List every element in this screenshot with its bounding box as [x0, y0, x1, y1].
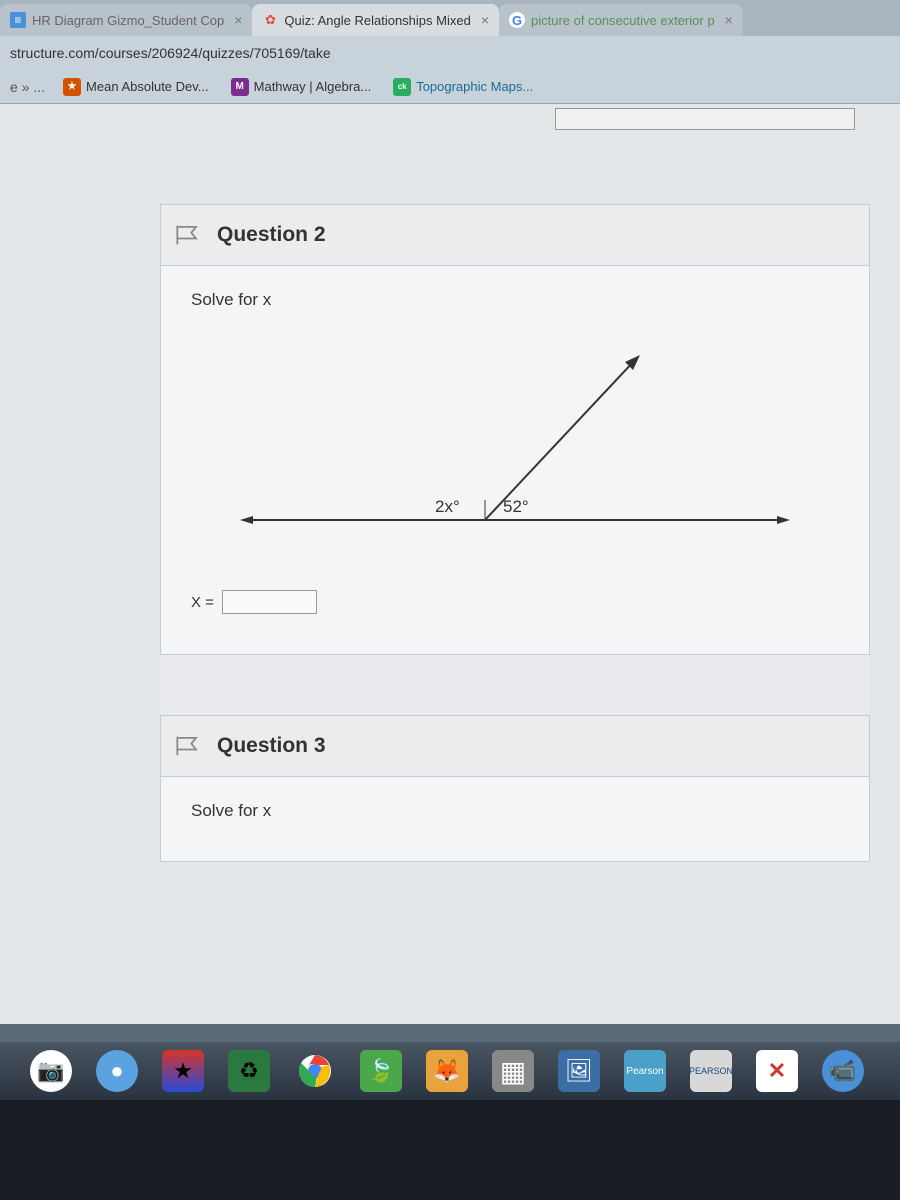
- question-header: Question 3: [161, 716, 869, 777]
- bookmark-prefix: e » ...: [10, 79, 45, 95]
- address-bar[interactable]: structure.com/courses/206924/quizzes/705…: [0, 36, 900, 70]
- star-icon[interactable]: ★: [162, 1050, 204, 1092]
- question-block: Question 3 Solve for x: [160, 715, 870, 862]
- browser-tab-active[interactable]: ✿ Quiz: Angle Relationships Mixed ×: [252, 4, 499, 36]
- recycle-icon[interactable]: ♻: [228, 1050, 270, 1092]
- leaf-icon[interactable]: 🍃: [360, 1050, 402, 1092]
- video-icon[interactable]: 📹: [822, 1050, 864, 1092]
- angle-diagram: 2x° 52°: [191, 340, 839, 570]
- camera-icon[interactable]: 📷: [30, 1050, 72, 1092]
- browser-tab[interactable]: G picture of consecutive exterior p ×: [499, 4, 743, 36]
- close-icon[interactable]: ×: [481, 12, 489, 28]
- answer-label: X =: [191, 594, 214, 611]
- browser-tab-strip: ≡ HR Diagram Gizmo_Student Cop × ✿ Quiz:…: [0, 0, 900, 36]
- angle-label-left: 2x°: [435, 497, 460, 516]
- photo-icon[interactable]: 🖼: [558, 1050, 600, 1092]
- chrome-icon[interactable]: [294, 1050, 336, 1092]
- flag-icon[interactable]: [175, 734, 203, 758]
- close-icon[interactable]: ×: [234, 12, 242, 28]
- angle-label-right: 52°: [503, 497, 529, 516]
- flag-icon[interactable]: [175, 223, 203, 247]
- bookmark-item[interactable]: M Mathway | Algebra...: [227, 74, 376, 100]
- answer-row: X =: [191, 590, 839, 614]
- tab-label: picture of consecutive exterior p: [531, 13, 715, 28]
- tab-label: Quiz: Angle Relationships Mixed: [284, 13, 470, 28]
- settings-icon[interactable]: ●: [96, 1050, 138, 1092]
- mathway-icon: M: [231, 78, 249, 96]
- page-content: consecutive exterior Angles Question 2 S…: [0, 104, 900, 1024]
- ck-icon: ck: [393, 78, 411, 96]
- bookmark-item[interactable]: ck Topographic Maps...: [389, 74, 537, 100]
- doc-icon: ≡: [10, 12, 26, 28]
- bookmark-label: Mean Absolute Dev...: [86, 79, 209, 94]
- answer-input[interactable]: [222, 590, 317, 614]
- qr-icon[interactable]: ▦: [492, 1050, 534, 1092]
- book-icon[interactable]: PEARSON: [690, 1050, 732, 1092]
- question-prompt: Solve for x: [191, 290, 839, 310]
- question-header: Question 2: [161, 205, 869, 266]
- tab-label: HR Diagram Gizmo_Student Cop: [32, 13, 224, 28]
- laptop-bezel: [0, 1100, 900, 1200]
- bookmarks-bar: e » ... ★ Mean Absolute Dev... M Mathway…: [0, 70, 900, 104]
- question-prompt: Solve for x: [191, 801, 839, 821]
- pearson-icon[interactable]: Pearson: [624, 1050, 666, 1092]
- bookmark-label: Mathway | Algebra...: [254, 79, 372, 94]
- canvas-icon: ✿: [262, 12, 278, 28]
- paint-icon[interactable]: 🦊: [426, 1050, 468, 1092]
- question-body: Solve for x: [161, 777, 869, 861]
- browser-tab[interactable]: ≡ HR Diagram Gizmo_Student Cop ×: [0, 4, 252, 36]
- close-icon[interactable]: ×: [725, 12, 733, 28]
- google-icon: G: [509, 12, 525, 28]
- bookmark-label: Topographic Maps...: [416, 79, 533, 94]
- bookmark-item[interactable]: ★ Mean Absolute Dev...: [59, 74, 213, 100]
- windows-taskbar: 📷 ● ★ ♻ 🍃 🦊 ▦ 🖼 Pearson PEARSON ✕ 📹: [0, 1042, 900, 1100]
- quiz-panel: Question 2 Solve for x 2x°: [160, 204, 870, 862]
- question-title: Question 2: [217, 223, 326, 247]
- url-text: structure.com/courses/206924/quizzes/705…: [10, 45, 331, 61]
- partial-input-box: [555, 108, 855, 130]
- question-body: Solve for x 2x° 52°: [161, 266, 869, 654]
- bookmark-icon: ★: [63, 78, 81, 96]
- question-title: Question 3: [217, 734, 326, 758]
- question-block: Question 2 Solve for x 2x°: [160, 204, 870, 655]
- close-app-icon[interactable]: ✕: [756, 1050, 798, 1092]
